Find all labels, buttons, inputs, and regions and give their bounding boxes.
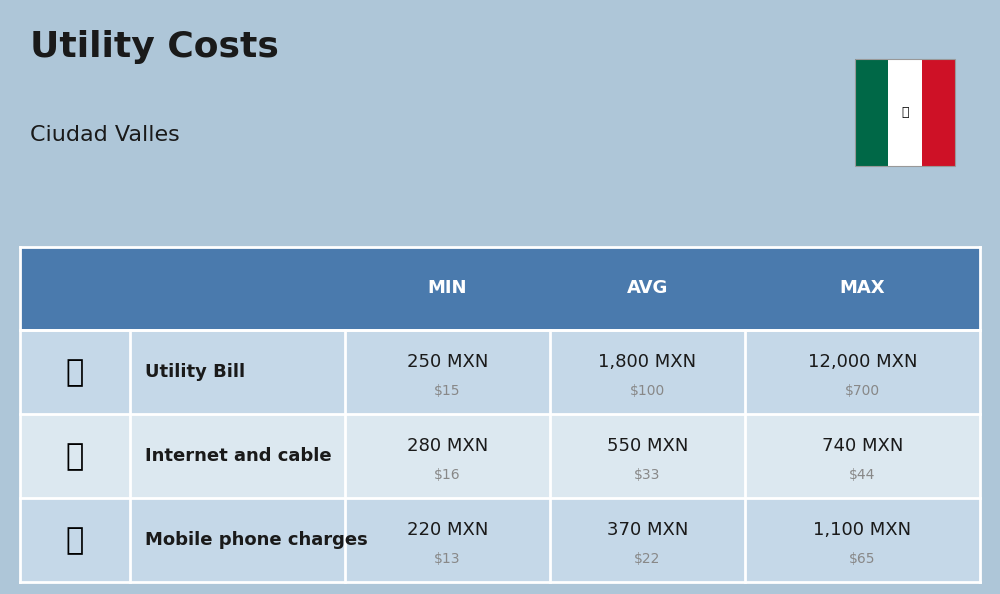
Text: AVG: AVG xyxy=(627,279,668,298)
Text: Utility Costs: Utility Costs xyxy=(30,30,279,64)
Text: $700: $700 xyxy=(845,384,880,398)
Text: $44: $44 xyxy=(849,467,876,482)
FancyBboxPatch shape xyxy=(20,247,980,330)
Text: $33: $33 xyxy=(634,467,661,482)
Text: 🦅: 🦅 xyxy=(901,106,909,119)
Text: 💡: 💡 xyxy=(66,358,84,387)
Text: 250 MXN: 250 MXN xyxy=(407,353,488,371)
FancyBboxPatch shape xyxy=(20,498,980,582)
FancyBboxPatch shape xyxy=(922,59,955,166)
Text: 740 MXN: 740 MXN xyxy=(822,437,903,455)
Text: Ciudad Valles: Ciudad Valles xyxy=(30,125,180,145)
Text: MAX: MAX xyxy=(840,279,885,298)
Text: $15: $15 xyxy=(434,384,461,398)
FancyBboxPatch shape xyxy=(855,59,888,166)
FancyBboxPatch shape xyxy=(20,330,980,415)
Text: $22: $22 xyxy=(634,552,661,565)
Text: 1,800 MXN: 1,800 MXN xyxy=(598,353,697,371)
Text: $16: $16 xyxy=(434,467,461,482)
Text: 280 MXN: 280 MXN xyxy=(407,437,488,455)
Text: MIN: MIN xyxy=(428,279,467,298)
FancyBboxPatch shape xyxy=(20,415,980,498)
Text: 220 MXN: 220 MXN xyxy=(407,521,488,539)
Text: 1,100 MXN: 1,100 MXN xyxy=(813,521,912,539)
Text: 📡: 📡 xyxy=(66,442,84,471)
Text: 370 MXN: 370 MXN xyxy=(607,521,688,539)
FancyBboxPatch shape xyxy=(888,59,922,166)
Text: $65: $65 xyxy=(849,552,876,565)
Text: Utility Bill: Utility Bill xyxy=(145,364,245,381)
Text: $13: $13 xyxy=(434,552,461,565)
Text: 📱: 📱 xyxy=(66,526,84,555)
Text: $100: $100 xyxy=(630,384,665,398)
Text: Internet and cable: Internet and cable xyxy=(145,447,332,465)
Text: Mobile phone charges: Mobile phone charges xyxy=(145,531,368,549)
Text: 550 MXN: 550 MXN xyxy=(607,437,688,455)
Text: 12,000 MXN: 12,000 MXN xyxy=(808,353,917,371)
